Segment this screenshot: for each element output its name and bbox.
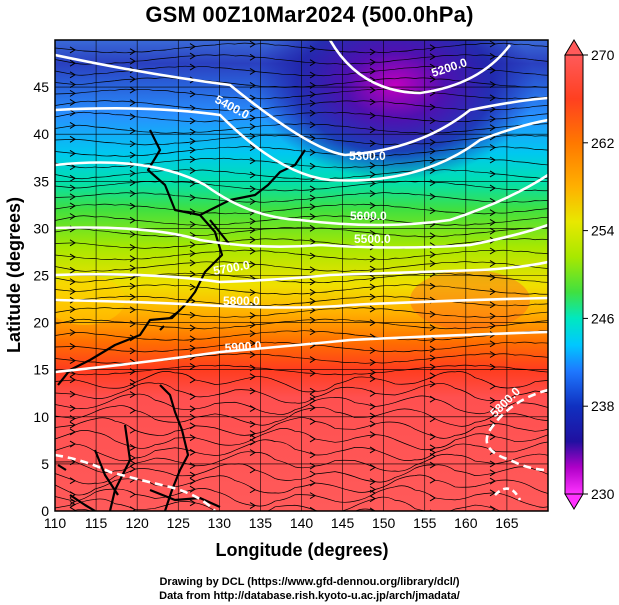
x-tick-label: 140: [290, 515, 314, 531]
y-tick-label: 45: [33, 79, 49, 95]
x-tick-label: 115: [85, 515, 108, 531]
y-tick-label: 5: [41, 456, 49, 472]
map-title: GSM 00Z10Mar2024 (500.0hPa): [145, 2, 474, 27]
y-tick-label: 25: [33, 268, 49, 284]
colorbar-tick-label: 254: [591, 223, 615, 239]
y-axis-label: Latitude (degrees): [4, 197, 24, 353]
colorbar-scale: [564, 54, 584, 495]
contour-label: 5500.0: [354, 232, 391, 246]
y-tick-label: 10: [33, 409, 49, 425]
temperature-map: 5200.0 5400.0 5300.0 5600.0 5500.0 5700.…: [4, 39, 615, 560]
x-tick-label: 130: [208, 515, 232, 531]
colorbar-tick-label: 246: [591, 310, 615, 326]
y-tick-label: 0: [41, 503, 49, 519]
credit-drawing: Drawing by DCL (https://www.gfd-dennou.o…: [159, 576, 460, 588]
credit-data: Data from http://database.rish.kyoto-u.a…: [159, 590, 460, 602]
x-tick-label: 125: [167, 515, 191, 531]
height-contours: [55, 40, 548, 511]
colorbar-tick-label: 262: [591, 135, 615, 151]
x-tick-label: 160: [454, 515, 478, 531]
contour-label: 5300.0: [349, 149, 386, 163]
x-axis: 110 115 120 125 130 135 140 145 150 155 160 165: [44, 515, 519, 531]
y-tick-label: 15: [33, 362, 49, 378]
x-tick-label: 110: [44, 515, 67, 531]
x-tick-label: 120: [125, 515, 149, 531]
contour-label: 5900.0: [224, 338, 262, 355]
colorbar-tick-label: 230: [591, 486, 615, 502]
colorbar-bottom-arrow: [564, 493, 584, 510]
y-tick-label: 30: [33, 220, 49, 236]
y-axis: 0 5 10 15 20 25 30 35 40 45: [33, 79, 49, 519]
colorbar-tick-label: 270: [591, 47, 615, 63]
x-axis-label: Longitude (degrees): [215, 540, 388, 560]
x-tick-label: 135: [249, 515, 273, 531]
y-tick-label: 35: [33, 173, 49, 189]
x-tick-label: 145: [331, 515, 355, 531]
colorbar: 270 262 254 246 238 230: [564, 39, 615, 510]
x-tick-label: 165: [495, 515, 519, 531]
x-tick-label: 150: [372, 515, 396, 531]
y-tick-label: 20: [33, 315, 49, 331]
colorbar-tick-label: 238: [591, 398, 615, 414]
contour-label: 5700.0: [212, 258, 251, 278]
wind-streamlines: [55, 40, 548, 511]
colorbar-top-arrow: [564, 39, 584, 56]
plot-frame: [54, 39, 549, 512]
x-tick-label: 155: [413, 515, 437, 531]
contour-label: 5600.0: [350, 209, 387, 223]
y-tick-label: 40: [33, 126, 49, 142]
contour-label: 5800.0: [223, 294, 260, 308]
